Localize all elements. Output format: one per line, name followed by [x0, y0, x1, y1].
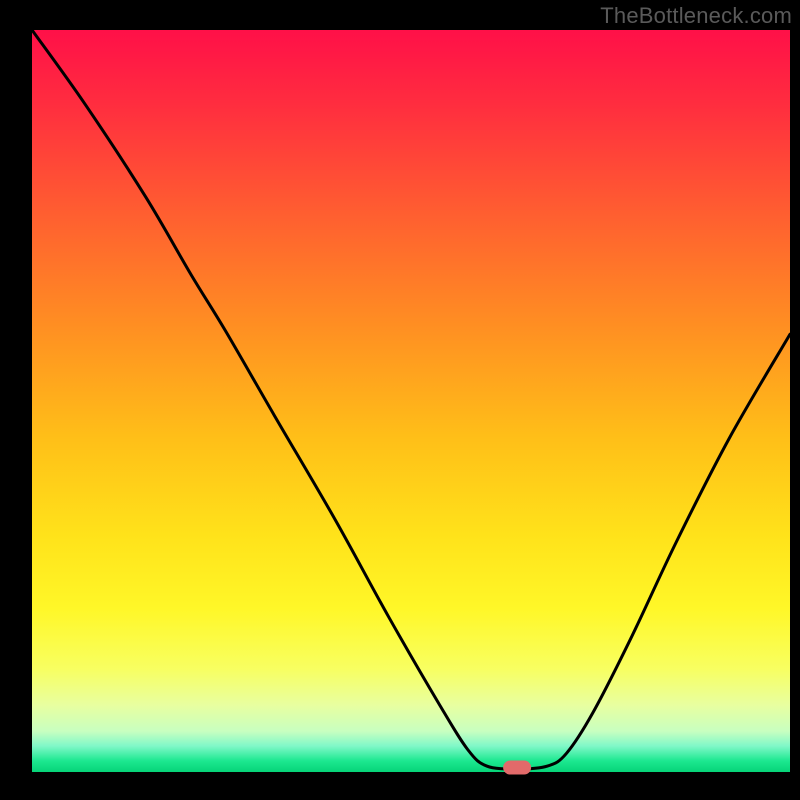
watermark-text: TheBottleneck.com [600, 3, 792, 29]
chart-svg [0, 0, 800, 800]
bottleneck-chart: TheBottleneck.com [0, 0, 800, 800]
optimal-marker [503, 761, 531, 775]
plot-background [32, 30, 790, 772]
